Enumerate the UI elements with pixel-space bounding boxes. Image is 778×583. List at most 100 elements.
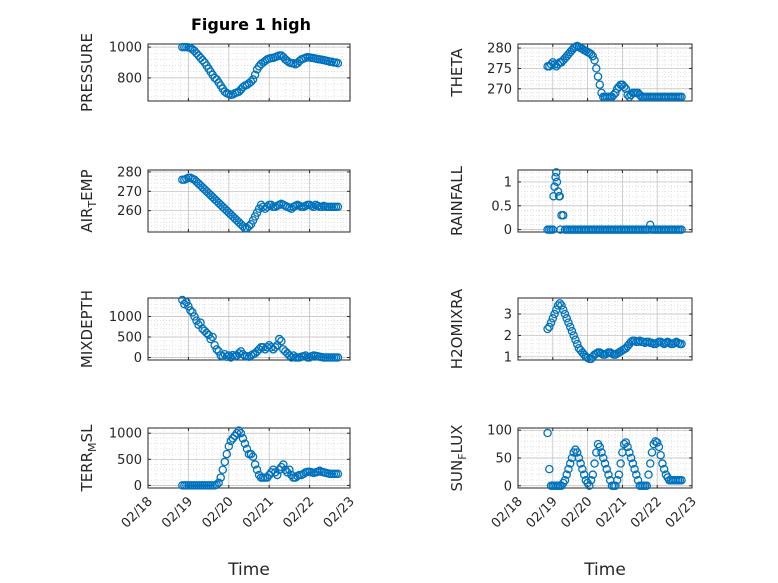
axes-box <box>147 169 351 233</box>
data-point <box>626 453 636 463</box>
x-tick-label: 02/20 <box>200 494 237 531</box>
data-point <box>659 464 669 474</box>
data-point <box>333 469 343 479</box>
data-point <box>224 351 234 360</box>
y-tick-label: 500 <box>117 331 142 346</box>
data-point <box>212 345 221 354</box>
data-point <box>658 459 667 468</box>
data-point <box>567 326 577 336</box>
data-point <box>214 478 223 488</box>
y-tick-label: 1 <box>504 175 512 190</box>
data-point <box>277 336 286 346</box>
data-point <box>595 80 605 89</box>
data-point <box>557 301 566 310</box>
data-point <box>262 473 272 482</box>
data-point <box>333 59 343 68</box>
y-tick-label: 270 <box>117 185 142 200</box>
panel-mixdepth: 0 500 1000 MIXDEPTH <box>78 290 351 368</box>
data-point <box>305 353 314 362</box>
y-axis-label: THETA <box>448 48 466 98</box>
y-tick-label: 800 <box>117 71 142 86</box>
data-point <box>184 301 193 311</box>
data-point <box>614 470 624 479</box>
data-point <box>586 475 596 485</box>
data-point <box>602 464 611 474</box>
data-point <box>281 465 290 474</box>
x-tick-label: 02/19 <box>159 494 196 531</box>
data-point <box>616 459 625 468</box>
data-point <box>262 202 272 212</box>
panel-terrmsl: 02/18 02/19 02/20 02/21 02/22 02/23 0 500 1000 TE… <box>78 424 358 580</box>
data-point <box>590 56 599 65</box>
data-point <box>551 172 560 182</box>
data-point <box>210 340 219 350</box>
data-point <box>628 459 638 468</box>
data-point <box>236 428 246 438</box>
data-point <box>630 464 639 474</box>
panel-rainfall: 0 0.5 1 RAINFALL <box>448 165 693 238</box>
data-point <box>548 314 558 323</box>
y-axis-label: SUNFLUX <box>448 425 469 492</box>
data-point <box>677 92 686 102</box>
data-point <box>564 464 573 474</box>
data-point <box>677 225 686 234</box>
data-point <box>654 442 664 452</box>
data-point <box>301 351 310 360</box>
y-tick-label: 1000 <box>109 310 142 325</box>
x-axis-label: Time <box>583 560 626 580</box>
data-point <box>656 450 665 460</box>
data-point <box>590 459 599 468</box>
data-point <box>279 460 288 469</box>
data-point <box>254 345 264 354</box>
data-point <box>206 334 215 344</box>
data-point <box>208 332 217 342</box>
data-point <box>275 334 284 344</box>
data-point <box>250 70 260 80</box>
data-point <box>632 470 641 479</box>
data-point <box>250 460 260 469</box>
data-point <box>572 339 582 349</box>
y-axis-label: MIXDEPTH <box>78 290 96 368</box>
data-point <box>619 82 629 92</box>
y-tick-label: 0 <box>504 223 512 238</box>
data-point <box>543 428 552 438</box>
data-point <box>560 309 570 319</box>
data-point <box>552 177 562 187</box>
data-point <box>578 464 587 474</box>
data-point <box>645 459 655 468</box>
data-point <box>228 434 238 443</box>
data-point <box>281 347 290 356</box>
data-point <box>182 297 191 307</box>
data-point <box>576 459 585 468</box>
data-point <box>552 168 561 177</box>
data-point <box>565 459 575 468</box>
x-tick-label: 02/23 <box>663 494 700 531</box>
panel-theta: 270 275 280 THETA <box>448 42 693 102</box>
data-point <box>609 90 618 100</box>
data-point <box>273 470 282 480</box>
data-point <box>586 49 596 59</box>
x-axis-label: Time <box>227 560 270 580</box>
data-point <box>604 470 613 479</box>
data-point <box>246 449 256 459</box>
data-point <box>595 442 605 452</box>
y-tick-label: 1000 <box>109 427 142 442</box>
data-point <box>252 465 262 474</box>
data-point <box>644 470 653 479</box>
axes-box <box>147 427 351 489</box>
data-point <box>593 72 603 81</box>
data-point <box>562 470 571 479</box>
data-point <box>232 428 242 438</box>
data-point <box>178 295 187 305</box>
data-point <box>266 200 276 210</box>
data-point <box>216 473 225 482</box>
data-point <box>558 211 568 220</box>
data-point <box>190 312 199 321</box>
data-point <box>180 299 189 309</box>
data-point <box>621 438 631 447</box>
data-point <box>545 322 554 332</box>
data-point <box>202 328 211 338</box>
data-point <box>192 316 201 325</box>
